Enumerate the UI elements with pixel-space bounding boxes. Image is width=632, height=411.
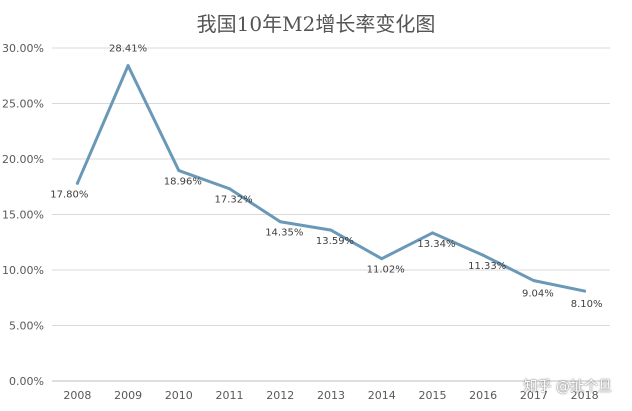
data-label: 11.33% <box>468 261 506 272</box>
gridlines <box>52 47 610 382</box>
data-label: 13.59% <box>316 236 354 247</box>
data-point <box>532 279 536 283</box>
data-label-group: 17.80% 28.41% 18.96% 17.32% 14.35% 13.59% 11.0… <box>50 44 602 310</box>
data-point <box>329 228 333 232</box>
data-label: 28.41% <box>109 44 147 55</box>
y-tick-label: 30.00% <box>2 42 44 55</box>
data-point <box>75 181 79 185</box>
y-tick-label: 25.00% <box>2 98 44 111</box>
data-point <box>380 257 384 261</box>
data-point <box>228 187 232 191</box>
y-axis-tick-labels: 0.00% 5.00% 10.00% 15.00% 20.00% 25.00% 30.00% <box>2 42 44 388</box>
x-tick-label: 2008 <box>63 389 91 402</box>
data-point <box>430 231 434 235</box>
data-label: 8.10% <box>571 299 603 310</box>
data-point <box>278 220 282 224</box>
data-point-group <box>75 64 587 293</box>
series-line <box>75 64 585 293</box>
data-label: 17.80% <box>50 189 88 200</box>
x-tick-label: 2016 <box>469 389 497 402</box>
x-tick-label: 2011 <box>216 389 244 402</box>
watermark: 知乎 @扯个旦 <box>523 379 612 395</box>
data-label: 17.32% <box>214 195 252 206</box>
x-axis-tick-labels: 2008 2009 2010 2011 2012 2013 2014 2015 2016 2017… <box>63 389 598 402</box>
chart-title: 我国10年M2增长率变化图 <box>196 12 436 36</box>
x-tick-label: 2015 <box>418 389 446 402</box>
x-tick-label: 2009 <box>114 389 142 402</box>
data-label: 11.02% <box>367 265 405 276</box>
x-tick-label: 2012 <box>266 389 294 402</box>
data-label: 13.34% <box>417 239 455 250</box>
data-label: 14.35% <box>265 228 303 239</box>
data-label: 9.04% <box>522 289 554 300</box>
data-label: 18.96% <box>164 177 202 188</box>
data-point <box>481 253 485 257</box>
x-tick-label: 2013 <box>317 389 345 402</box>
x-tick-label: 2014 <box>368 389 396 402</box>
x-tick-label: 2010 <box>165 389 193 402</box>
y-tick-label: 5.00% <box>9 320 44 333</box>
y-tick-label: 10.00% <box>2 264 44 277</box>
data-point <box>583 289 587 293</box>
y-tick-label: 15.00% <box>2 209 44 222</box>
series-line-group <box>75 64 585 293</box>
x-tick-label: 2018 <box>571 389 599 402</box>
data-point <box>126 64 130 68</box>
y-tick-label: 20.00% <box>2 153 44 166</box>
x-tick-label: 2017 <box>520 389 548 402</box>
data-point <box>177 169 181 173</box>
y-tick-label: 0.00% <box>9 375 44 388</box>
